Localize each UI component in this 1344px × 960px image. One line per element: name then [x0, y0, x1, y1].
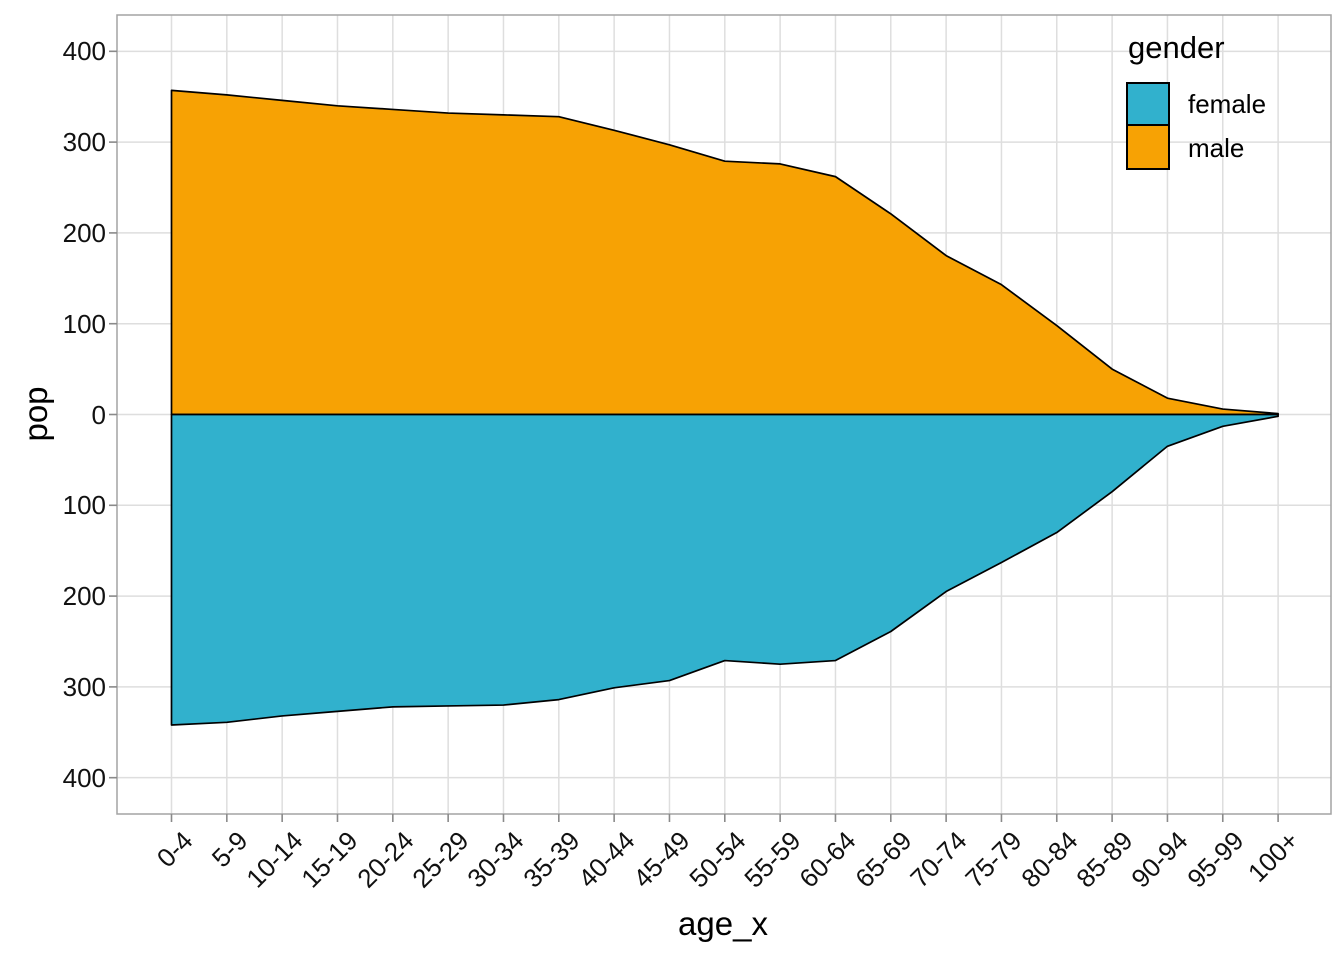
y-tick-label: 100: [62, 308, 106, 339]
y-tick-label: 300: [62, 671, 106, 702]
female-swatch-icon: [1126, 82, 1170, 126]
legend-label-female: female: [1188, 88, 1267, 119]
area-male: [170, 89, 1279, 416]
legend-entry-female: female: [1126, 82, 1266, 126]
y-tick-label: 0: [91, 399, 106, 430]
legend: gender female male: [1126, 30, 1266, 170]
y-tick-label: 200: [62, 217, 106, 248]
legend-entry-male: male: [1126, 126, 1266, 170]
male-swatch-icon: [1126, 126, 1170, 170]
y-tick-label: 400: [62, 762, 106, 793]
y-tick-label: 100: [62, 490, 106, 521]
x-axis-title: age_x: [678, 905, 768, 942]
y-axis-title: pop: [17, 386, 54, 442]
y-tick-label: 400: [62, 36, 106, 67]
y-tick-label: 200: [62, 581, 106, 612]
area-female: [170, 413, 1279, 726]
legend-title: gender: [1128, 30, 1225, 65]
y-tick-label: 300: [62, 127, 106, 158]
legend-label-male: male: [1188, 132, 1245, 163]
legend-items: female male: [1126, 82, 1266, 170]
